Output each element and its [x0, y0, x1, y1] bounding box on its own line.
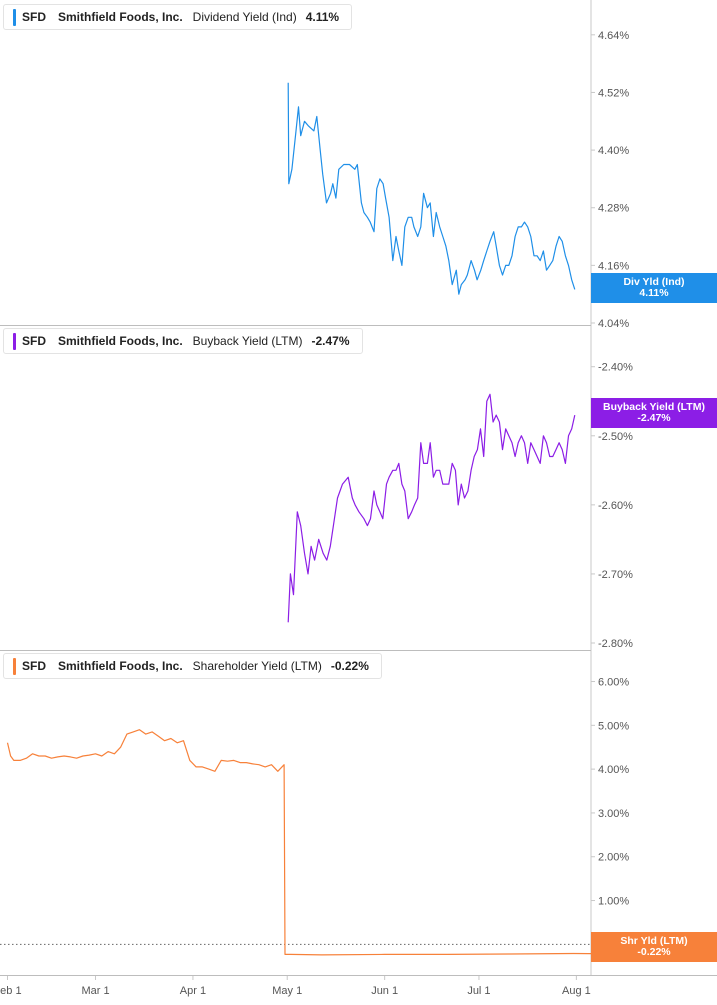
x-tick-label: May 1: [272, 985, 302, 997]
legend-value: -2.47%: [311, 334, 350, 348]
legend-metric: Dividend Yield (Ind): [192, 10, 297, 24]
flag-series-name: Buyback Yield (LTM): [603, 401, 705, 413]
y-tick-label: 4.52%: [598, 87, 629, 99]
flag-series-value: 4.11%: [639, 287, 669, 299]
y-tick-label: 4.04%: [598, 318, 629, 330]
legend-color-marker: [13, 8, 16, 26]
legend-ticker: SFD: [22, 334, 46, 348]
y-tick-label: 4.16%: [598, 260, 629, 272]
legend-company: Smithfield Foods, Inc.: [58, 10, 183, 24]
series-line-shareholder: [6, 729, 717, 956]
y-tick-label: -2.60%: [598, 500, 633, 512]
last-value-flag-dividend: Div Yld (Ind) 4.11%: [591, 273, 717, 303]
flag-series-name: Div Yld (Ind): [623, 276, 685, 288]
x-tick-label: Jun 1: [371, 985, 398, 997]
legend-company: Smithfield Foods, Inc.: [58, 659, 183, 673]
flag-series-name: Shr Yld (LTM): [620, 935, 688, 947]
y-tick-label: 4.40%: [598, 145, 629, 157]
y-tick-label: 4.00%: [598, 764, 629, 776]
y-tick-label: 5.00%: [598, 720, 629, 732]
x-tick-label: Jul 1: [467, 985, 490, 997]
flag-series-value: -0.22%: [637, 946, 671, 958]
y-tick-label: -2.80%: [598, 638, 633, 650]
legend-buyback-yield: SFD Smithfield Foods, Inc. Buyback Yield…: [3, 328, 363, 354]
y-tick-label: 1.00%: [598, 896, 629, 908]
legend-company: Smithfield Foods, Inc.: [58, 334, 183, 348]
y-tick-label: -2.40%: [598, 362, 633, 374]
y-tick-label: 2.00%: [598, 852, 629, 864]
y-tick-label: 4.64%: [598, 30, 629, 42]
flag-series-value: -2.47%: [637, 412, 671, 424]
legend-ticker: SFD: [22, 10, 46, 24]
x-tick-label: Aug 1: [562, 985, 591, 997]
y-tick-label: 3.00%: [598, 808, 629, 820]
y-tick-label: -2.70%: [598, 569, 633, 581]
x-tick-label: Apr 1: [180, 985, 206, 997]
legend-value: -0.22%: [330, 659, 369, 673]
legend-dividend-yield: SFD Smithfield Foods, Inc. Dividend Yiel…: [3, 4, 353, 30]
legend-color-marker: [13, 332, 16, 350]
legend-metric: Shareholder Yield (LTM): [192, 659, 322, 673]
x-tick-label: Feb 1: [0, 985, 22, 997]
legend-shareholder-yield: SFD Smithfield Foods, Inc. Shareholder Y…: [3, 653, 382, 679]
y-tick-label: -2.50%: [598, 431, 633, 443]
x-tick-label: Mar 1: [81, 985, 109, 997]
y-tick-label: 6.00%: [598, 677, 629, 689]
last-value-flag-buyback: Buyback Yield (LTM) -2.47%: [591, 398, 717, 428]
legend-value: 4.11%: [305, 10, 340, 24]
legend-metric: Buyback Yield (LTM): [192, 334, 303, 348]
series-line-buyback: [287, 393, 576, 623]
y-tick-label: 4.28%: [598, 203, 629, 215]
series-line-dividend: [287, 82, 576, 295]
legend-color-marker: [13, 657, 16, 675]
last-value-flag-shareholder: Shr Yld (LTM) -0.22%: [591, 932, 717, 962]
legend-ticker: SFD: [22, 659, 46, 673]
